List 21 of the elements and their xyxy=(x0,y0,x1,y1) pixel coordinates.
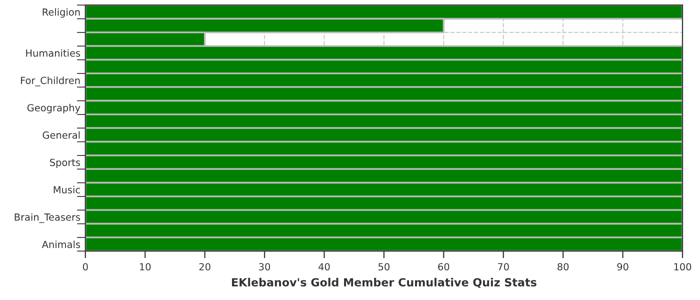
x-tick-label: 10 xyxy=(140,263,151,270)
x-tick-label: 20 xyxy=(199,263,210,270)
x-tick-label: 80 xyxy=(558,263,569,270)
y-tick-label: General xyxy=(42,131,80,139)
y-tick-label: Music xyxy=(54,186,80,194)
x-axis-title: EKlebanov's Gold Member Cumulative Quiz Stats xyxy=(232,278,536,288)
x-tick-label: 30 xyxy=(259,263,270,270)
x-tick-label: 50 xyxy=(378,263,390,270)
y-tick-label: Humanities xyxy=(26,49,80,57)
y-tick-label: For_Children xyxy=(21,76,80,86)
y-tick-label: Religion xyxy=(42,8,80,18)
x-tick-label: 70 xyxy=(498,263,509,270)
x-tick-label: 60 xyxy=(438,263,450,270)
x-tick-label: 0 xyxy=(82,263,88,270)
y-tick-label: Sports xyxy=(50,158,80,168)
y-tick-label: Animals xyxy=(42,240,80,248)
y-tick-label: Geography xyxy=(27,104,80,114)
x-tick-label: 100 xyxy=(674,263,692,270)
x-tick-label: 90 xyxy=(617,263,628,270)
y-tick-label: Brain_Teasers xyxy=(14,213,80,223)
x-tick-label: 40 xyxy=(318,263,330,270)
